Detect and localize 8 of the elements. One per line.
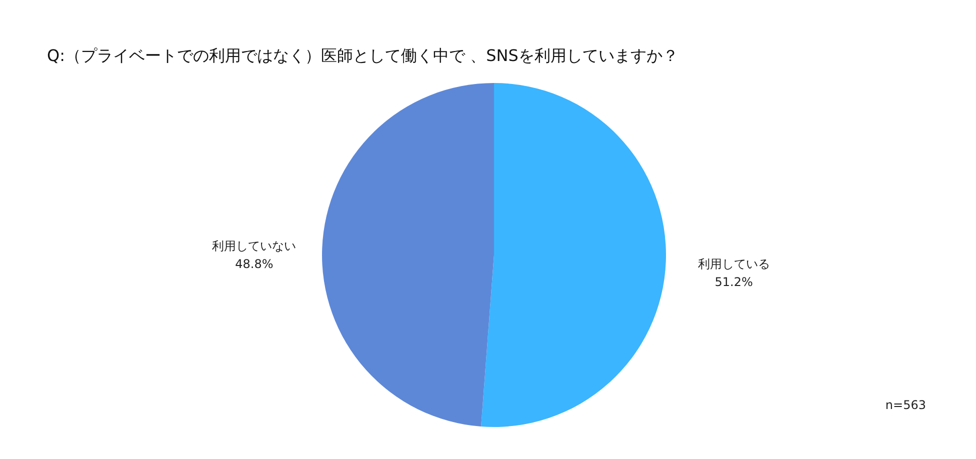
slice-label: 利用している [698,257,770,272]
text: n=563 [885,398,926,412]
pie-slice [481,83,666,427]
chart-title: Q:（プライベートでの利用ではなく）医師として働く中で 、SNSを利用していますか？ [47,46,678,65]
data-label: 51.2% [714,275,753,290]
data-label: 48.8% [235,256,274,271]
slice-label: 利用していない [212,238,296,253]
pie-slice [322,83,494,427]
